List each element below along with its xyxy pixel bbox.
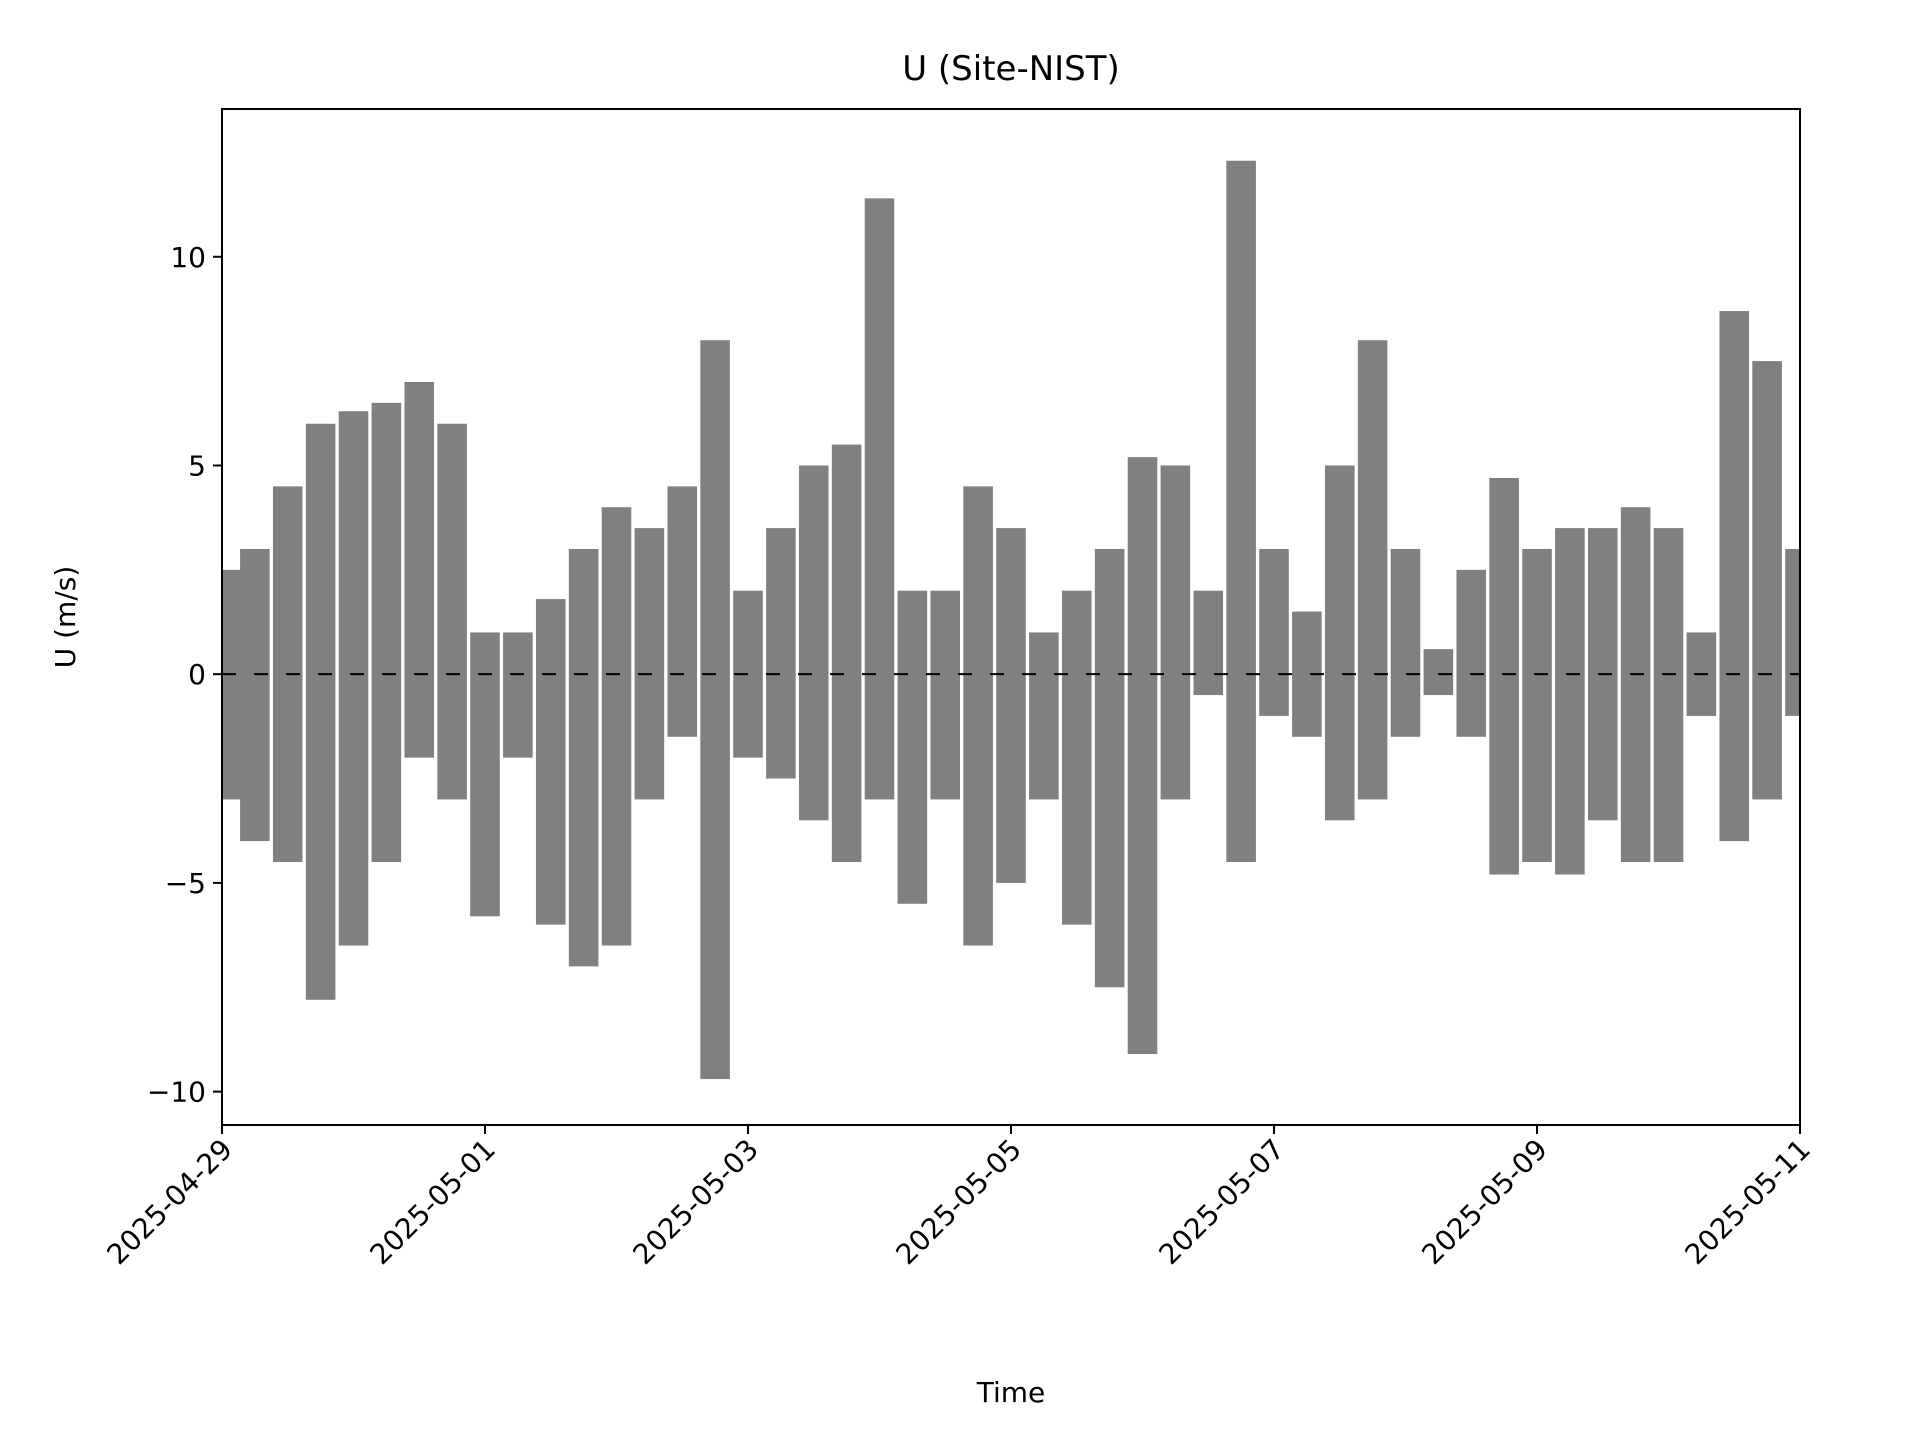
point-range xyxy=(1259,548,1289,716)
point-range xyxy=(1620,507,1651,863)
point-range xyxy=(1555,528,1585,875)
point-range xyxy=(798,465,829,821)
point-range xyxy=(1489,477,1519,875)
point-range xyxy=(568,548,599,967)
point-range xyxy=(1160,465,1191,800)
point-range xyxy=(601,507,632,946)
x-tick-label: 2025-05-09 xyxy=(1416,1133,1554,1271)
point-range xyxy=(404,381,435,758)
y-tick-label: 10 xyxy=(170,241,206,274)
x-tick-label: 2025-05-05 xyxy=(890,1133,1028,1271)
point-range xyxy=(996,528,1026,883)
point-range xyxy=(1094,548,1125,988)
x-axis-label: Time xyxy=(976,1376,1046,1409)
y-tick-label: 5 xyxy=(188,449,206,482)
x-tick-label: 2025-05-11 xyxy=(1679,1133,1817,1271)
point-range xyxy=(1029,632,1059,800)
point-range xyxy=(864,198,895,800)
point-range xyxy=(437,423,467,800)
point-range xyxy=(240,548,270,842)
point-range xyxy=(1127,457,1158,1055)
chart-title: U (Site-NIST) xyxy=(902,49,1120,89)
x-tick-label: 2025-04-29 xyxy=(101,1133,239,1271)
point-range xyxy=(305,423,336,1000)
point-range xyxy=(1653,528,1684,863)
point-range xyxy=(831,444,862,863)
point-range xyxy=(963,486,993,946)
point-range xyxy=(371,402,402,863)
x-tick-label: 2025-05-03 xyxy=(627,1133,765,1271)
point-range xyxy=(1226,160,1256,863)
point-range xyxy=(1357,340,1388,800)
x-tick-label: 2025-05-07 xyxy=(1153,1133,1291,1271)
y-tick-label: −10 xyxy=(147,1076,206,1109)
point-range xyxy=(503,632,533,758)
point-range xyxy=(1785,548,1800,716)
point-range xyxy=(1193,590,1224,696)
point-range xyxy=(1522,548,1552,863)
point-range xyxy=(634,528,665,800)
point-range xyxy=(1719,311,1750,842)
point-range xyxy=(1324,465,1355,821)
point-range xyxy=(1752,361,1782,800)
y-tick-label: −5 xyxy=(165,867,206,900)
point-range xyxy=(535,599,566,925)
point-range xyxy=(667,486,698,737)
point-range xyxy=(930,590,961,800)
point-range xyxy=(897,590,928,904)
x-tick-label: 2025-05-01 xyxy=(364,1133,502,1271)
point-range xyxy=(700,340,730,1080)
point-range xyxy=(1456,569,1487,737)
point-range xyxy=(1390,548,1421,737)
point-range xyxy=(766,528,796,779)
y-tick-label: 0 xyxy=(188,658,206,691)
point-range xyxy=(1061,590,1092,925)
point-range xyxy=(470,632,500,917)
point-range xyxy=(338,411,369,946)
point-range xyxy=(1423,649,1454,696)
y-axis-label: U (m/s) xyxy=(49,566,82,669)
